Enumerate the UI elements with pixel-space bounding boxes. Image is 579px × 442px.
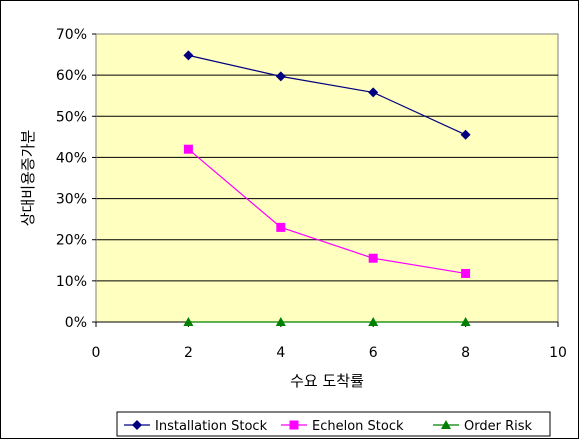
legend-marker: [132, 420, 142, 430]
x-axis-label: 수요 도착률: [290, 372, 364, 390]
series-0: [183, 50, 471, 140]
y-axis: 0% 10% 20% 30% 40% 50% 60% 70%: [56, 27, 97, 331]
legend-label: Order Risk: [464, 419, 532, 434]
data-point: [183, 317, 194, 326]
data-point: [183, 144, 193, 154]
data-point: [183, 50, 194, 61]
data-point: [368, 87, 379, 98]
y-tick-label: 30%: [56, 192, 87, 208]
legend-item: Echelon Stock: [281, 419, 404, 434]
data-point: [460, 317, 471, 326]
legend-item: Order Risk: [433, 419, 532, 434]
data-point: [275, 71, 286, 82]
data-point: [275, 317, 286, 326]
y-axis-label: 상대비용증가분: [19, 130, 37, 227]
grid-lines: [96, 74, 558, 282]
x-tick-label: 6: [369, 345, 378, 361]
x-tick-label: 0: [92, 345, 101, 361]
x-tick-label: 4: [276, 345, 285, 361]
x-tick-label: 10: [549, 345, 567, 361]
y-tick-label: 60%: [56, 68, 87, 84]
y-tick-label: 0%: [65, 315, 87, 331]
data-point: [368, 253, 378, 263]
data-point: [276, 222, 286, 232]
x-tick-label: 8: [461, 345, 470, 361]
x-tick-label: 2: [184, 345, 193, 361]
y-tick-label: 40%: [56, 150, 87, 166]
series-2: [183, 317, 471, 326]
y-tick-label: 70%: [56, 27, 87, 43]
legend-item: Installation Stock: [124, 419, 268, 434]
y-tick-label: 10%: [56, 274, 87, 290]
legend-box: [116, 411, 551, 437]
plot-area: [95, 33, 559, 323]
data-point: [460, 129, 471, 140]
y-tick-label: 20%: [56, 233, 87, 249]
legend: Installation Stock Echelon Stock Order Ris…: [116, 411, 551, 437]
y-tick-label: 50%: [56, 109, 87, 125]
data-point: [368, 317, 379, 326]
data-point: [461, 268, 471, 278]
x-axis: 0 2 4 6 8 10: [92, 321, 567, 361]
legend-label: Echelon Stock: [312, 419, 404, 434]
series-1: [183, 144, 471, 278]
series-line: [188, 148, 466, 275]
legend-marker: [441, 420, 451, 429]
series-layer: [183, 50, 471, 326]
legend-label: Installation Stock: [155, 419, 268, 434]
series-line: [188, 54, 466, 136]
legend-marker: [289, 420, 299, 430]
